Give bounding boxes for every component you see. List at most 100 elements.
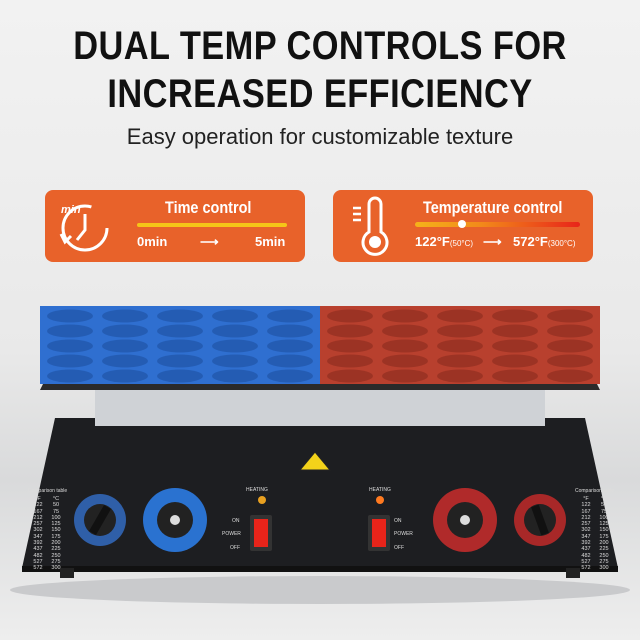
table-cell: 572 (33, 565, 43, 572)
table-cell: 175 (51, 533, 61, 540)
waffle-cavity (212, 369, 258, 383)
time-arrow: ⟶ (200, 234, 219, 249)
right-temp-knob (433, 488, 497, 552)
table-cell: 200 (599, 540, 609, 547)
off-label-left: OFF (230, 545, 240, 551)
waffle-cavity (102, 369, 148, 383)
waffle-cavity (492, 339, 538, 353)
power-label-left: POWER (222, 531, 241, 537)
waffle-cavity (547, 369, 593, 383)
temperature-slider-knob (458, 220, 466, 228)
waffle-cavity (47, 339, 93, 353)
temp-end-f: 572°F (513, 234, 548, 249)
waffle-cavity (157, 339, 203, 353)
waffle-cavity (437, 339, 483, 353)
time-control-panel: min Time control 0min ⟶ 5min (45, 190, 305, 262)
temperature-control-panel: Temperature control 122°F(50°C) ⟶ 572°F(… (333, 190, 593, 262)
waffle-cavity (492, 324, 538, 338)
waffle-cavity (267, 369, 313, 383)
waffle-cavity (437, 354, 483, 368)
waffle-cavity (382, 339, 428, 353)
waffle-cavity (47, 309, 93, 323)
table-cell: 125 (51, 521, 61, 528)
table-cell: 302 (581, 527, 591, 534)
table-cell: 392 (33, 540, 43, 547)
temperature-control-title: Temperature control (423, 198, 563, 217)
red-cooking-plate (320, 306, 600, 384)
comparison-table-c-right: °C 50 75 100 125 150 175 200 225 250 275 300 (596, 496, 612, 572)
waffle-cavity (47, 324, 93, 338)
table-cell: 167 (581, 508, 591, 515)
waffle-cavity (547, 354, 593, 368)
waffle-cavity (267, 339, 313, 353)
waffle-cavity (327, 369, 373, 383)
table-cell: 300 (599, 565, 609, 572)
table-cell: 175 (599, 533, 609, 540)
table-cell: 225 (599, 546, 609, 553)
waffle-cavity (102, 339, 148, 353)
time-control-title: Time control (165, 198, 252, 217)
table-cell: 347 (581, 533, 591, 540)
waffle-cavity (102, 309, 148, 323)
comparison-table-c: °C 50 75 100 125 150 175 200 225 250 275 300 (48, 496, 64, 572)
waffle-cavity (437, 309, 483, 323)
table-cell: 275 (599, 558, 609, 565)
table-cell: 250 (51, 552, 61, 559)
table-cell: 167 (33, 508, 43, 515)
waffle-cavity (492, 309, 538, 323)
table-cell: 150 (599, 527, 609, 534)
table-cell: 122 (33, 502, 43, 509)
table-cell: 200 (51, 540, 61, 547)
waffle-cavity (437, 324, 483, 338)
on-label-left: ON (232, 518, 240, 524)
waffle-cavity (382, 309, 428, 323)
table-cell: 225 (51, 546, 61, 553)
off-label-right: OFF (394, 545, 404, 551)
comparison-table-f: °F 122 167 212 257 302 347 392 437 482 527 572 (30, 496, 46, 572)
waffle-cavity (157, 324, 203, 338)
temp-arrow: ⟶ (483, 234, 502, 249)
left-power-switch (250, 515, 272, 551)
table-cell: 275 (51, 558, 61, 565)
comparison-table-f-right: °F 122 167 212 257 302 347 392 437 482 527 572 (578, 496, 594, 572)
waffle-cavity (47, 369, 93, 383)
waffle-cavity (47, 354, 93, 368)
waffle-cavity (327, 354, 373, 368)
time-scale-bar (137, 223, 287, 227)
headline-line2: INCREASED EFFICIENCY (107, 72, 533, 116)
blue-cooking-plate (40, 306, 320, 384)
temperature-bar (415, 222, 580, 227)
comparison-table-title-right: Comparison table (575, 488, 615, 494)
table-cell: 300 (51, 565, 61, 572)
table-cell: 75 (600, 508, 608, 515)
table-cell: 437 (581, 546, 591, 553)
min-label: min (61, 204, 81, 216)
waffle-cavity (327, 324, 373, 338)
heating-label-left: HEATING (246, 487, 268, 493)
time-end: 5min (255, 234, 286, 249)
table-cell: 527 (581, 558, 591, 565)
waffle-cavity (267, 324, 313, 338)
table-cell: 212 (33, 514, 43, 521)
table-cell: 250 (599, 552, 609, 559)
table-cell: 257 (581, 521, 591, 528)
table-cell: 527 (33, 558, 43, 565)
table-cell: 122 (581, 502, 591, 509)
table-cell: 392 (581, 540, 591, 547)
temp-end-c: (300°C) (547, 239, 576, 248)
waffle-cavity (212, 354, 258, 368)
waffle-cavity (382, 369, 428, 383)
thermometer-icon (353, 196, 389, 256)
table-cell: 482 (33, 552, 43, 559)
waffle-cavity (492, 369, 538, 383)
waffle-cavity (212, 309, 258, 323)
waffle-cavity (382, 354, 428, 368)
waffle-cavity (267, 354, 313, 368)
right-power-switch (368, 515, 390, 551)
headline-line1: DUAL TEMP CONTROLS FOR (73, 24, 567, 68)
waffle-cavity (157, 309, 203, 323)
waffle-cavity (212, 324, 258, 338)
waffle-cavity (327, 339, 373, 353)
waffle-cavity (547, 339, 593, 353)
table-cell: 347 (33, 533, 43, 540)
